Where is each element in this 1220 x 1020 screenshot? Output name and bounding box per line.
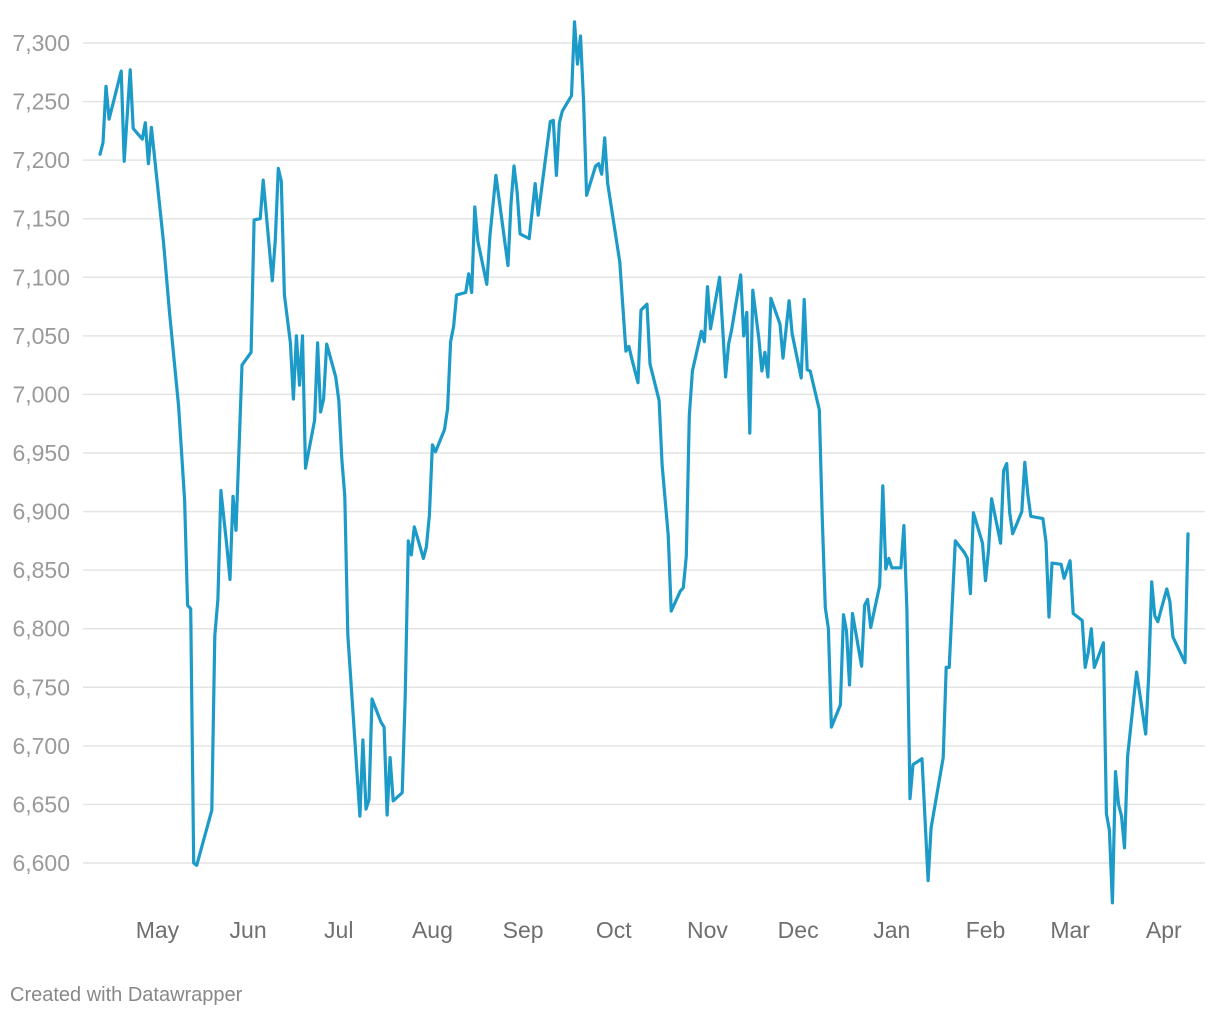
x-tick-label: Nov <box>687 917 728 943</box>
y-tick-label: 6,700 <box>12 733 70 759</box>
x-axis-tick-labels: May Jun Jul Aug Sep Oct Nov Dec Jan Feb Mar Apr <box>136 917 1182 943</box>
x-tick-label: Feb <box>966 917 1006 943</box>
x-tick-label: Dec <box>778 917 819 943</box>
x-tick-label: Mar <box>1050 917 1090 943</box>
y-tick-label: 6,750 <box>12 674 70 700</box>
x-tick-label: Sep <box>503 917 544 943</box>
y-tick-label: 7,050 <box>12 323 70 349</box>
y-tick-label: 7,150 <box>12 206 70 232</box>
y-tick-label: 7,100 <box>12 264 70 290</box>
x-tick-label: Jul <box>324 917 353 943</box>
y-tick-label: 7,300 <box>12 30 70 56</box>
y-tick-label: 6,600 <box>12 850 70 876</box>
x-tick-label: Aug <box>412 917 453 943</box>
series-layer <box>98 20 1190 905</box>
x-tick-label: Jan <box>873 917 910 943</box>
y-tick-label: 6,900 <box>12 499 70 525</box>
y-tick-label: 6,950 <box>12 440 70 466</box>
credit-text: Created with Datawrapper <box>10 984 243 1006</box>
y-axis-tick-labels: 6,600 6,650 6,700 6,750 6,800 6,850 6,900 6,950… <box>12 30 70 876</box>
y-tick-label: 7,200 <box>12 147 70 173</box>
y-tick-label: 6,650 <box>12 791 70 817</box>
line-chart: 6,600 6,650 6,700 6,750 6,800 6,850 6,900 6,950… <box>12 20 1205 943</box>
y-tick-label: 7,250 <box>12 89 70 115</box>
gridlines <box>83 42 1205 864</box>
y-tick-label: 6,800 <box>12 616 70 642</box>
x-tick-label: Oct <box>596 917 632 943</box>
x-tick-label: May <box>136 917 180 943</box>
x-tick-label: Apr <box>1146 917 1182 943</box>
series-line <box>98 20 1190 905</box>
y-tick-label: 7,000 <box>12 381 70 407</box>
y-tick-label: 6,850 <box>12 557 70 583</box>
x-tick-label: Jun <box>230 917 267 943</box>
